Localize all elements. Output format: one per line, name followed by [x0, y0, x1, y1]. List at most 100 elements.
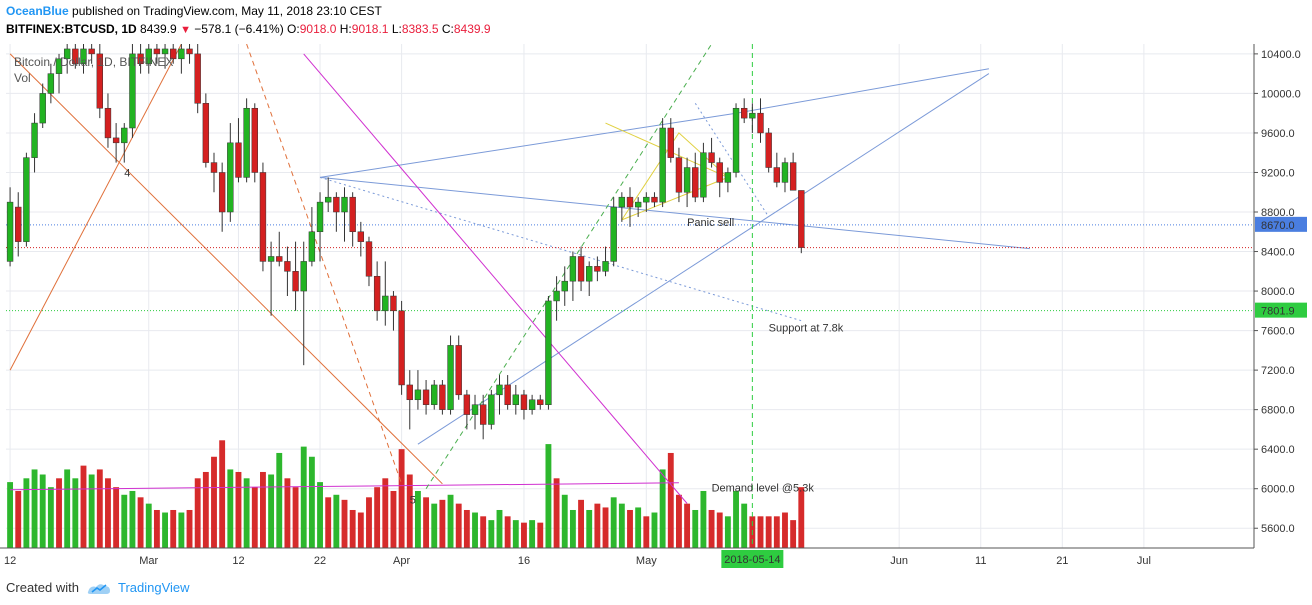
candle — [31, 113, 38, 173]
chart-header: OceanBlue published on TradingView.com, … — [0, 0, 1312, 44]
candle — [634, 197, 642, 217]
candle-body — [333, 196, 340, 213]
candle — [439, 380, 446, 415]
volume-bar — [635, 507, 642, 548]
candle — [463, 389, 471, 430]
candle-body — [463, 394, 471, 415]
yellow-wedge-top — [605, 122, 729, 178]
candle — [6, 187, 14, 267]
volume-bar — [667, 452, 674, 548]
volume-bar — [455, 503, 462, 548]
candle — [72, 44, 79, 69]
candle-body — [15, 206, 22, 242]
candle-body — [757, 112, 764, 134]
candle — [292, 241, 299, 311]
chart-background — [0, 44, 1312, 572]
volume-bar — [529, 520, 536, 548]
volume-bar — [178, 512, 185, 548]
volume-bar — [15, 490, 22, 548]
grid-lines — [6, 44, 1254, 548]
candle-body — [121, 127, 128, 144]
candle-body — [72, 48, 79, 65]
volume-bar — [284, 478, 291, 548]
volume-bar — [798, 487, 805, 548]
volume-bar — [382, 478, 389, 548]
price-chart[interactable]: Panic sell Support at 7.8k Demand level @5… — [0, 44, 1312, 572]
candle-body — [594, 266, 601, 272]
candle-body — [553, 290, 560, 302]
candle-body — [634, 201, 642, 208]
price-change: −578.1 (−6.41%) — [194, 22, 284, 36]
candle-body — [292, 271, 299, 292]
candle-body — [651, 196, 658, 203]
candle-body — [586, 266, 593, 282]
candle — [700, 142, 707, 203]
candle-body — [341, 196, 348, 213]
candle-body — [357, 231, 365, 242]
candle-body — [170, 48, 177, 60]
volume-bar — [366, 497, 372, 548]
candle-body — [406, 384, 413, 401]
candle-body — [577, 256, 585, 282]
volume-bar — [782, 512, 788, 548]
candle-body — [227, 142, 234, 213]
volume-bar — [431, 503, 438, 548]
candle — [798, 190, 805, 254]
candle-body — [504, 384, 511, 405]
candle-body — [284, 261, 291, 272]
candle-body — [316, 201, 324, 233]
candle-body — [259, 172, 267, 262]
volume-bar — [317, 482, 323, 548]
high-label: H: — [339, 22, 352, 36]
candle — [300, 241, 307, 366]
candle-body — [186, 48, 193, 55]
volume-bar — [39, 474, 46, 548]
volume-bar — [56, 478, 62, 548]
price-tag-label: 8670.0 — [1261, 220, 1295, 232]
candle — [15, 192, 22, 257]
candle — [455, 335, 462, 400]
close-label: C: — [441, 22, 454, 36]
annotation-demand-level: Demand level @5.3k — [712, 483, 815, 495]
tradingview-link[interactable]: TradingView — [118, 580, 190, 595]
volume-bar — [594, 503, 601, 548]
candle — [308, 207, 316, 267]
candle — [121, 123, 128, 163]
candle — [316, 192, 324, 262]
candle-body — [447, 345, 454, 410]
candle — [749, 103, 756, 133]
volume-bar — [790, 520, 797, 548]
price-tick-label: 7600.0 — [1261, 326, 1295, 338]
price-tick-label: 5600.0 — [1261, 523, 1295, 535]
volume-bar — [398, 449, 405, 548]
volume-bar — [80, 465, 87, 548]
candle — [781, 157, 789, 193]
wave-label-4: 4 — [124, 167, 130, 179]
candle — [137, 44, 144, 74]
candle — [161, 44, 169, 69]
volume-bar — [561, 494, 568, 548]
candle-body — [6, 201, 14, 262]
annotation-panic-sell: Panic sell — [687, 217, 734, 229]
volume-bar — [414, 490, 421, 548]
volume-bar — [300, 446, 307, 548]
candle-body — [602, 261, 609, 272]
candle-body — [781, 162, 789, 183]
candle-body — [626, 196, 634, 208]
date-tag-label: 2018-05-14 — [724, 554, 780, 566]
candle — [227, 123, 234, 222]
green-dashed-rise — [425, 44, 713, 489]
candle — [55, 53, 63, 94]
author-name[interactable]: OceanBlue — [6, 4, 69, 18]
candle-body — [308, 231, 316, 262]
price-tick-label: 6400.0 — [1261, 444, 1295, 456]
candle-body — [741, 107, 748, 119]
volume-bar — [447, 494, 454, 548]
candle — [243, 98, 250, 183]
candle-body — [520, 394, 528, 410]
volume-bar — [325, 497, 332, 548]
low-value: 8383.5 — [401, 22, 439, 36]
candle-body — [153, 48, 161, 55]
tradingview-logo-icon — [87, 584, 110, 594]
candle — [325, 177, 332, 212]
